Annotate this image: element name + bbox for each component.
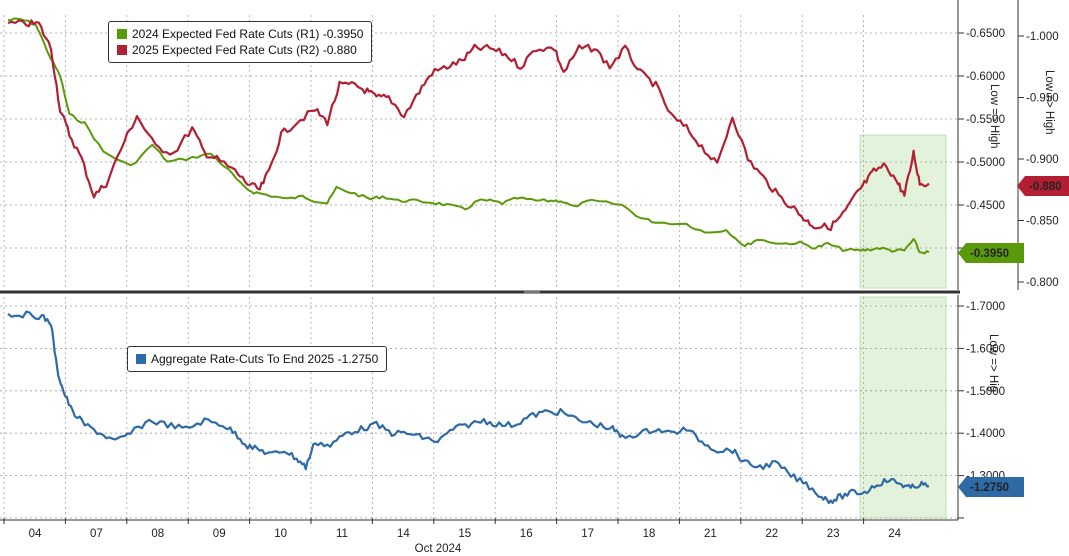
- legend-label-aggregate: Aggregate Rate-Cuts To End 2025 -1.2750: [151, 352, 379, 366]
- x-tick-label-12: 22: [765, 528, 778, 540]
- value-tag-2025-text: -0.880: [1029, 181, 1062, 193]
- series-line-aggregate: [7, 310, 930, 505]
- x-tick-label-0: 04: [29, 528, 42, 540]
- value-tag-aggregate-text: -1.2750: [970, 482, 1009, 494]
- r1-tick-label-3: -0.5000: [966, 157, 1005, 169]
- r1-direction-note: Low => High: [988, 84, 1000, 149]
- r2-tick-label-0: -1.000: [1026, 31, 1059, 43]
- series-line-2025: [7, 19, 930, 232]
- r2-tick-label-1: -0.950: [1026, 93, 1059, 105]
- r2-direction-note: Low => High: [1043, 70, 1055, 135]
- tick-labels: -0.6500 -0.6000 -0.5500 -0.5000 -0.4500 -1.00…: [3, 28, 1069, 555]
- bottom-tick-label-2: -1.5000: [966, 386, 1005, 398]
- legend-swatch-green: [117, 29, 127, 39]
- r1-tick-label-4: -0.4500: [966, 200, 1005, 212]
- legend-label-2024: 2024 Expected Fed Rate Cuts (R1) -0.3950: [132, 27, 364, 41]
- x-axis-label: Oct 2024: [415, 543, 462, 555]
- value-tag-aggregate: -1.2750: [958, 477, 1024, 497]
- legend-item-2025: 2025 Expected Fed Rate Cuts (R2) -0.880: [117, 42, 363, 58]
- legend-item-aggregate: Aggregate Rate-Cuts To End 2025 -1.2750: [136, 351, 378, 367]
- r2-tick-label-3: -0.850: [1026, 216, 1059, 228]
- x-tick-label-9: 17: [581, 528, 594, 540]
- x-tick-label-11: 21: [704, 528, 717, 540]
- legend-swatch-red: [117, 45, 127, 55]
- r2-tick-label-4: -0.800: [1026, 277, 1059, 289]
- value-tag-2024: -0.3950: [958, 243, 1024, 263]
- r1-tick-label-0: -0.6500: [966, 28, 1005, 40]
- x-tick-label-2: 08: [151, 528, 164, 540]
- bottom-tick-label-3: -1.4000: [966, 428, 1005, 440]
- x-tick-label-5: 11: [336, 528, 348, 540]
- axes-layer: [0, 0, 1019, 521]
- legend-top: 2024 Expected Fed Rate Cuts (R1) -0.3950…: [108, 21, 373, 63]
- bottom-direction-note: Low => Hig: [987, 334, 999, 392]
- x-tick-label-6: 14: [397, 528, 410, 540]
- highlight-region-top: [859, 134, 947, 289]
- legend-label-2025: 2025 Expected Fed Rate Cuts (R2) -0.880: [132, 43, 357, 57]
- x-tick-label-1: 07: [90, 528, 103, 540]
- x-tick-label-8: 16: [520, 528, 533, 540]
- series-layer: [7, 17, 930, 505]
- legend-item-2024: 2024 Expected Fed Rate Cuts (R1) -0.3950: [117, 26, 363, 42]
- x-tick-label-13: 23: [827, 528, 840, 540]
- x-tick-label-4: 10: [274, 528, 287, 540]
- value-tag-2024-text: -0.3950: [970, 248, 1009, 260]
- bottom-tick-label-1: -1.6000: [966, 343, 1005, 355]
- highlight-region-bottom: [859, 296, 947, 519]
- value-tag-2024-shape: [958, 243, 1024, 263]
- value-tag-2025: -0.880: [1017, 176, 1069, 196]
- x-tick-label-14: 24: [888, 528, 901, 540]
- legend-bottom: Aggregate Rate-Cuts To End 2025 -1.2750: [127, 346, 388, 372]
- x-tick-label-10: 18: [643, 528, 656, 540]
- series-line-2024: [8, 17, 930, 255]
- gridlines-top: [0, 32, 958, 249]
- r1-tick-label-1: -0.6000: [966, 71, 1005, 83]
- value-tag-aggregate-shape: [958, 477, 1024, 497]
- x-tick-label-7: 15: [458, 528, 471, 540]
- r2-tick-label-2: -0.900: [1026, 154, 1059, 166]
- bottom-tick-label-0: -1.7000: [966, 301, 1005, 313]
- legend-swatch-blue: [136, 354, 146, 364]
- gridlines-bottom: [0, 305, 958, 519]
- x-tick-label-3: 09: [213, 528, 226, 540]
- value-tag-2025-shape: [1017, 176, 1069, 196]
- r1-tick-label-2: -0.5500: [966, 114, 1005, 126]
